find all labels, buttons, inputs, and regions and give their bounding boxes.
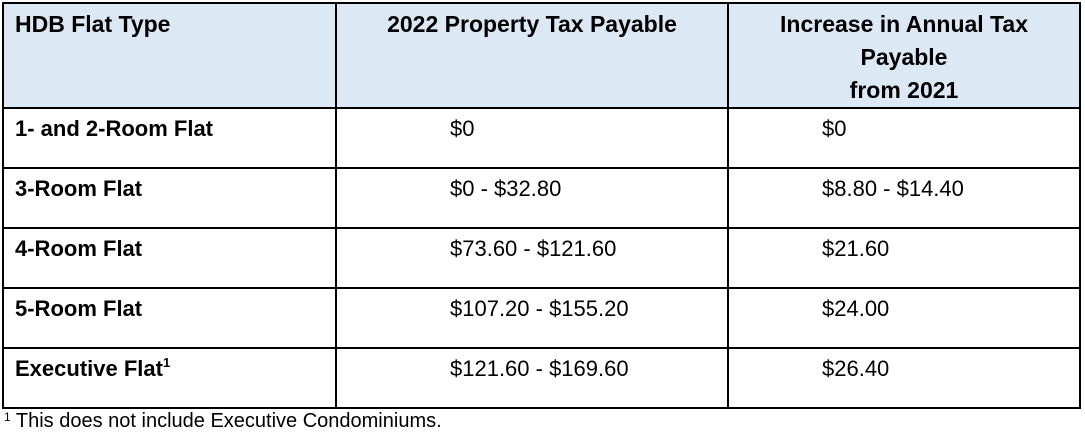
footnote-marker-superscript: 1	[162, 355, 171, 370]
tax-2022-cell: $107.20 - $155.20	[335, 287, 729, 349]
increase-cell: $8.80 - $14.40	[727, 167, 1081, 229]
flat-type-label: Executive Flat	[15, 356, 163, 381]
table-row: 3-Room Flat $0 - $32.80 $8.80 - $14.40	[2, 167, 1081, 229]
tax-2022-cell: $73.60 - $121.60	[335, 227, 729, 289]
tax-2022-cell: $121.60 - $169.60	[335, 347, 729, 409]
tax-2022-cell: $0 - $32.80	[335, 167, 729, 229]
table-row: 5-Room Flat $107.20 - $155.20 $24.00	[2, 287, 1081, 349]
flat-type-cell: 5-Room Flat	[2, 287, 337, 349]
flat-type-cell: 1- and 2-Room Flat	[2, 107, 337, 169]
increase-cell: $26.40	[727, 347, 1081, 409]
footnote-text: This does not include Executive Condomin…	[10, 410, 442, 432]
table-row: 1- and 2-Room Flat $0 $0	[2, 107, 1081, 169]
tax-2022-cell: $0	[335, 107, 729, 169]
hdb-property-tax-table: HDB Flat Type 2022 Property Tax Payable …	[2, 2, 1081, 409]
table-row: 4-Room Flat $73.60 - $121.60 $21.60	[2, 227, 1081, 289]
flat-type-cell: 4-Room Flat	[2, 227, 337, 289]
header-2022-tax: 2022 Property Tax Payable	[335, 2, 729, 109]
increase-cell: $0	[727, 107, 1081, 169]
flat-type-cell: 3-Room Flat	[2, 167, 337, 229]
footnote: 1 This does not include Executive Condom…	[4, 407, 442, 437]
header-increase: Increase in Annual Tax Payable from 2021	[727, 2, 1081, 109]
flat-type-cell: Executive Flat1	[2, 347, 337, 409]
table-row: Executive Flat1 $121.60 - $169.60 $26.40	[2, 347, 1081, 409]
header-row: HDB Flat Type 2022 Property Tax Payable …	[2, 2, 1081, 109]
table-header: HDB Flat Type 2022 Property Tax Payable …	[2, 2, 1081, 109]
header-flat-type: HDB Flat Type	[2, 2, 337, 109]
footnote-marker: 1	[4, 410, 11, 424]
increase-cell: $24.00	[727, 287, 1081, 349]
increase-cell: $21.60	[727, 227, 1081, 289]
